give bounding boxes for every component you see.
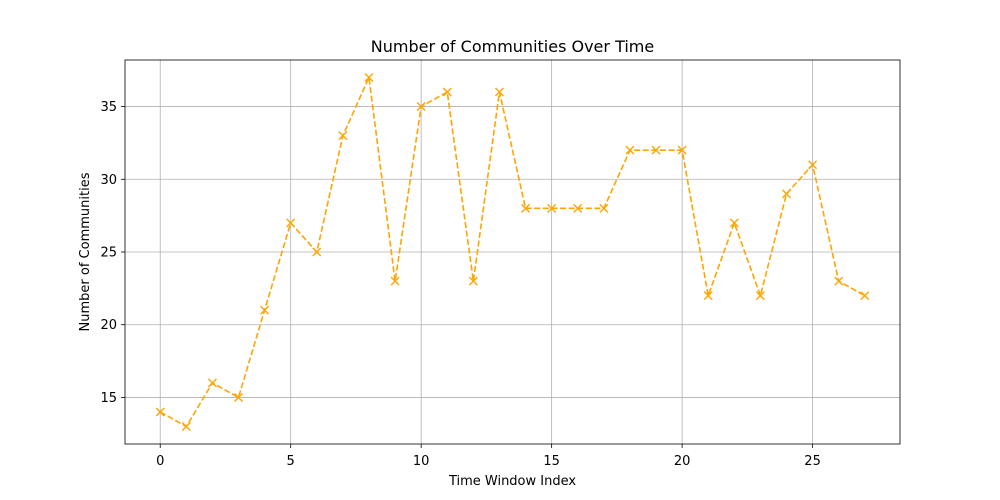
y-axis-ticks: 15 20 25 30 35 (100, 100, 125, 406)
data-point (494, 87, 504, 97)
data-point (599, 203, 609, 213)
data-point (442, 87, 452, 97)
data-point (729, 218, 739, 228)
x-tick-label: 20 (674, 454, 691, 469)
x-tick-label: 0 (156, 454, 164, 469)
data-point (677, 145, 687, 155)
y-tick-label: 35 (100, 100, 117, 115)
data-point (860, 291, 870, 301)
x-tick-label: 25 (804, 454, 821, 469)
y-tick-label: 30 (100, 173, 117, 188)
y-axis-label: Number of Communities (78, 172, 93, 331)
series-line (159, 74, 866, 428)
data-point (364, 72, 374, 82)
data-point (390, 276, 400, 286)
data-point (338, 131, 348, 141)
data-point (155, 407, 165, 417)
data-point (651, 145, 661, 155)
x-axis-label: Time Window Index (448, 474, 576, 489)
data-point (573, 203, 583, 213)
data-point (547, 203, 557, 213)
data-point (234, 392, 244, 402)
data-point (781, 189, 791, 199)
y-tick-label: 20 (100, 318, 117, 333)
data-point (808, 160, 818, 170)
data-point (416, 102, 426, 112)
chart-title: Number of Communities Over Time (371, 37, 654, 56)
x-tick-label: 10 (413, 454, 430, 469)
x-tick-label: 5 (287, 454, 295, 469)
data-point (755, 291, 765, 301)
data-point (260, 305, 270, 315)
y-tick-label: 15 (100, 391, 117, 406)
data-point (834, 276, 844, 286)
data-point (286, 218, 296, 228)
y-tick-label: 25 (100, 246, 117, 261)
data-point (521, 203, 531, 213)
data-point (703, 291, 713, 301)
grid (125, 60, 900, 444)
series-layer (155, 72, 870, 432)
data-point (207, 378, 217, 388)
data-point (468, 276, 478, 286)
data-point (181, 422, 191, 432)
x-tick-label: 15 (543, 454, 560, 469)
data-point (625, 145, 635, 155)
x-axis-ticks: 0 5 10 15 20 25 (156, 444, 821, 469)
data-point (312, 247, 322, 257)
